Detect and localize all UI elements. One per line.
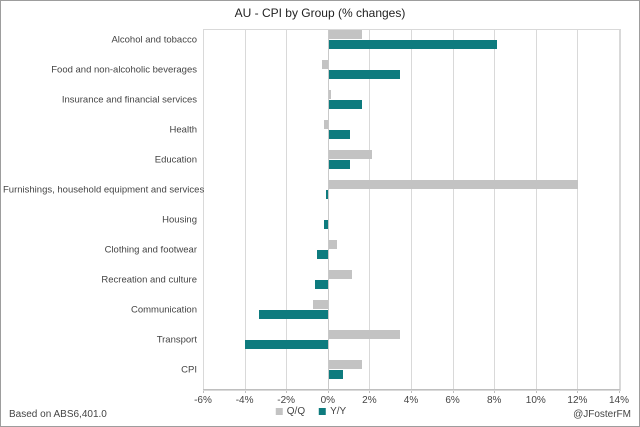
gridline (411, 29, 412, 389)
author-handle: @JFosterFM (573, 409, 631, 420)
x-axis-tickmark (577, 389, 579, 393)
bar-qq (313, 300, 328, 309)
bar-yy (244, 340, 328, 349)
bar-yy (328, 130, 350, 139)
category-label: Recreation and culture (101, 274, 197, 286)
x-axis-line (203, 389, 619, 390)
gridline (535, 29, 537, 389)
x-tick-label: 14% (608, 395, 630, 406)
x-tick-label: 6% (445, 395, 460, 406)
x-axis-tickmark (494, 389, 496, 393)
bar-yy (328, 370, 344, 379)
x-axis-tickmark (203, 389, 204, 393)
x-tick-label: 8% (486, 395, 502, 406)
x-tick-label: 0% (320, 395, 336, 406)
bar-yy (317, 250, 328, 259)
bar-qq (328, 30, 363, 39)
gridline (494, 29, 496, 389)
x-tick-label: 2% (362, 395, 377, 406)
bar-qq (321, 60, 328, 69)
category-label: Transport (156, 334, 197, 346)
bar-qq (328, 240, 338, 249)
x-axis-tickmark (452, 389, 454, 393)
x-axis-tickmark (411, 389, 412, 393)
legend-label: Q/Q (286, 406, 306, 417)
source-note: Based on ABS6,401.0 (9, 409, 107, 420)
legend-item-yy: Y/Y (319, 406, 346, 417)
category-label: Insurance and financial services (61, 94, 197, 106)
bar-qq (328, 360, 363, 369)
bar-yy (323, 220, 328, 229)
x-tick-label: -6% (194, 395, 212, 406)
category-label: Health (169, 124, 197, 136)
category-label: Furnishings, household equipment and ser… (3, 184, 205, 196)
legend-swatch (275, 408, 283, 415)
legend: Q/Q Y/Y (275, 406, 346, 417)
x-tick-label: -4% (235, 395, 254, 406)
bar-yy (328, 160, 350, 169)
x-axis-tickmark (619, 389, 620, 393)
x-axis-tickmark (286, 389, 288, 393)
gridline (619, 29, 620, 389)
bar-yy (328, 70, 400, 79)
bar-yy (325, 190, 328, 199)
category-label: Education (154, 154, 197, 166)
bar-qq (328, 270, 352, 279)
chart-title: AU - CPI by Group (% changes) (234, 6, 406, 20)
legend-item-qq: Q/Q (275, 406, 306, 417)
gridline (244, 29, 246, 389)
x-tick-label: 12% (567, 395, 588, 406)
bar-yy (259, 310, 328, 319)
bar-qq (328, 150, 373, 159)
x-axis-tickmark (535, 389, 537, 393)
x-axis-tickmark (327, 389, 329, 393)
category-label: Alcohol and tobacco (111, 34, 197, 46)
category-label: Housing (162, 214, 197, 226)
bar-qq (328, 180, 579, 189)
plot-border (203, 29, 621, 391)
x-tick-label: -2% (277, 395, 296, 406)
gridline (369, 29, 371, 389)
bar-qq (328, 330, 400, 339)
bar-yy (328, 40, 498, 49)
gridline (452, 29, 454, 389)
x-axis-tickmark (244, 389, 246, 393)
zero-axis-line (327, 29, 329, 389)
x-axis-tickmark (369, 389, 371, 393)
gridline (286, 29, 288, 389)
bar-yy (328, 100, 363, 109)
category-label: CPI (181, 364, 197, 376)
category-label: Communication (131, 304, 197, 316)
bar-qq (323, 120, 328, 129)
category-label: Food and non-alcoholic beverages (51, 64, 197, 76)
gridline (577, 29, 579, 389)
legend-swatch (319, 408, 327, 415)
category-label: Clothing and footwear (104, 244, 197, 256)
legend-label: Y/Y (330, 406, 347, 417)
bar-yy (315, 280, 328, 289)
x-tick-label: 10% (525, 395, 546, 406)
x-tick-label: 4% (403, 395, 419, 406)
bar-qq (328, 90, 331, 99)
